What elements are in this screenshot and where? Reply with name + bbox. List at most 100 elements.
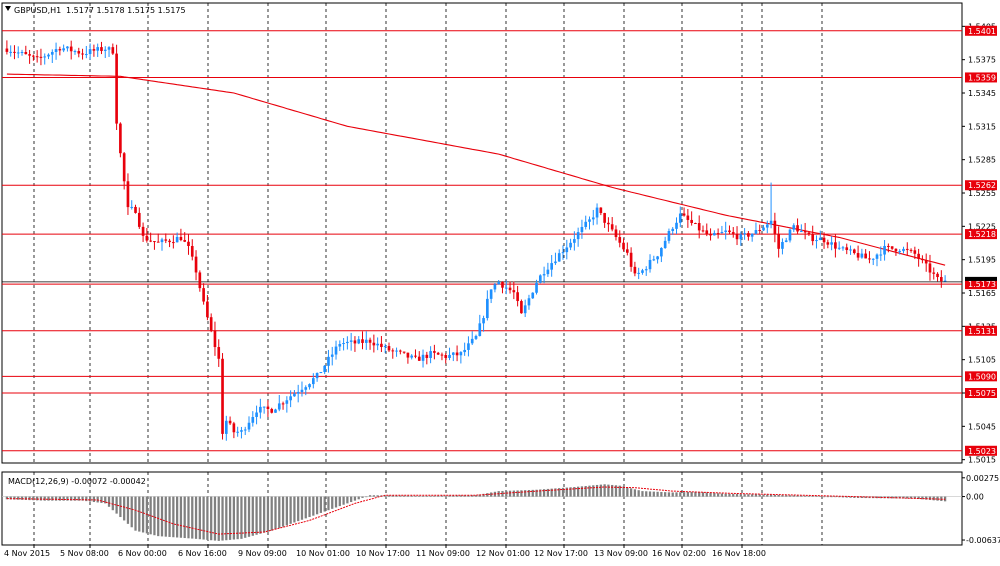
candle-body	[834, 242, 837, 249]
candle-body	[153, 241, 156, 243]
macd-histogram-bar	[126, 496, 130, 524]
ohlc-readout: 1.5177 1.5178 1.5175 1.5175	[66, 6, 186, 15]
candle-body	[898, 251, 902, 253]
macd-signal-line	[6, 486, 946, 535]
macd-histogram-bar	[682, 492, 686, 497]
macd-y-tick-label: 0.00275	[966, 474, 999, 483]
candle-body	[361, 339, 364, 343]
macd-histogram-bar	[13, 496, 16, 500]
candle-body	[845, 247, 849, 251]
candle-body	[217, 347, 221, 359]
candle-body	[716, 233, 720, 235]
candle-body	[588, 219, 591, 222]
candle-body	[943, 280, 947, 282]
candle-body	[349, 340, 353, 342]
candle-body	[554, 261, 557, 264]
macd-pane-frame	[1, 471, 963, 546]
macd-histogram-bar	[202, 496, 205, 540]
candle-body	[312, 378, 315, 385]
macd-histogram-bar	[104, 496, 107, 504]
macd-histogram-bar	[822, 496, 826, 498]
candle-body	[187, 241, 190, 247]
y-tick-label: 1.5315	[968, 122, 996, 131]
candle-body	[852, 249, 856, 254]
candle-body	[921, 258, 924, 261]
macd-histogram-bar	[626, 487, 629, 497]
macd-histogram-bar	[338, 496, 341, 507]
moving-average-line	[6, 73, 946, 266]
macd-histogram-bar	[694, 491, 697, 497]
candle-body	[599, 207, 603, 214]
macd-histogram-bar	[785, 495, 788, 497]
macd-histogram-bar	[39, 496, 43, 501]
macd-histogram-bar	[845, 496, 848, 498]
macd-histogram-bar	[194, 496, 198, 539]
macd-histogram-bar	[743, 494, 746, 497]
candle-body	[402, 351, 406, 353]
macd-histogram-bar	[909, 496, 913, 499]
macd-histogram-bar	[285, 496, 288, 526]
candle-body	[486, 298, 489, 319]
candle-body	[883, 245, 886, 255]
macd-histogram-bar	[531, 489, 534, 497]
macd-histogram-bar	[73, 496, 77, 501]
candle-body	[183, 240, 187, 242]
macd-histogram-bar	[130, 496, 133, 528]
macd-histogram-bar	[679, 492, 682, 497]
candle-body	[936, 273, 939, 278]
candle-body	[92, 49, 96, 51]
macd-histogram-bar	[300, 496, 304, 520]
macd-histogram-bar	[732, 493, 735, 497]
macd-histogram-bar	[535, 489, 538, 497]
macd-histogram-bar	[149, 496, 152, 535]
x-tick-label: 16 Nov 18:00	[712, 549, 766, 558]
macd-histogram-bar	[550, 488, 553, 497]
macd-histogram-bar	[917, 496, 920, 499]
candle-body	[841, 247, 845, 249]
level-price-label: 1.5023	[968, 447, 996, 456]
candle-body	[289, 396, 292, 401]
macd-histogram-bar	[724, 493, 727, 497]
macd-histogram-bar	[179, 496, 183, 538]
macd-histogram-bar	[43, 496, 46, 501]
level-price-label: 1.5090	[968, 372, 996, 381]
macd-histogram-bar	[357, 496, 360, 500]
candle-body	[103, 49, 107, 51]
macd-histogram-bar	[297, 496, 300, 522]
macd-histogram-bar	[645, 491, 648, 497]
macd-histogram-bar	[425, 495, 428, 497]
macd-histogram-bar	[240, 496, 243, 539]
candle-body	[39, 56, 43, 58]
macd-histogram-bar	[350, 496, 353, 503]
candle-body	[663, 240, 667, 248]
candle-body	[675, 222, 678, 229]
candle-body	[357, 339, 361, 344]
macd-histogram-bar	[281, 496, 285, 527]
candle-body	[765, 224, 769, 228]
macd-histogram-bar	[588, 485, 591, 497]
macd-histogram-bar	[145, 496, 149, 534]
macd-histogram-bar	[293, 496, 296, 523]
candle-body	[100, 47, 103, 51]
macd-histogram-bar	[648, 491, 652, 497]
candle-body	[436, 352, 440, 355]
macd-histogram-bar	[251, 496, 254, 536]
macd-histogram-bar	[247, 496, 251, 537]
macd-histogram-bar	[474, 495, 478, 497]
macd-histogram-bar	[675, 492, 678, 497]
macd-histogram-bar	[751, 494, 754, 497]
candle-body	[179, 236, 183, 241]
level-price-tag	[965, 180, 997, 191]
macd-histogram-bar	[228, 496, 232, 540]
candle-body	[890, 246, 894, 249]
candle-body	[85, 54, 88, 56]
macd-histogram-bar	[452, 495, 455, 497]
macd-histogram-bar	[259, 496, 262, 534]
candle-body	[107, 47, 111, 50]
macd-histogram-bar	[315, 496, 319, 515]
macd-histogram-bar	[342, 496, 345, 505]
candle-body	[383, 346, 387, 348]
macd-histogram-bar	[656, 491, 659, 497]
candle-body	[607, 222, 610, 225]
